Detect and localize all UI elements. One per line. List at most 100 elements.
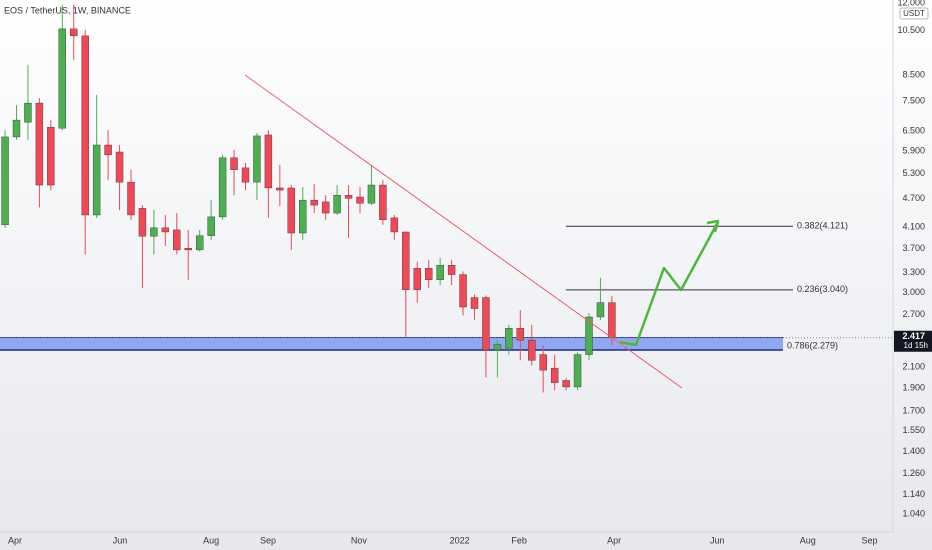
arrow-head: [706, 219, 720, 233]
y-tick-label: 1.260: [902, 468, 925, 478]
candle-body: [459, 274, 467, 308]
y-tick-label: 4.100: [902, 222, 925, 232]
x-tick-label: Sep: [862, 535, 878, 545]
candle-body: [470, 297, 479, 309]
candle-body: [539, 354, 547, 371]
candle-body: [1, 136, 9, 226]
candle-body: [92, 144, 101, 216]
candle-body: [207, 216, 215, 236]
candle-body: [115, 151, 124, 183]
y-tick-label: 1.140: [902, 489, 925, 499]
candle-body: [299, 199, 307, 234]
y-tick-label: 1.700: [902, 406, 925, 416]
y-tick-label: 6.500: [902, 125, 925, 135]
candle-body: [356, 196, 364, 204]
y-tick-label: 7.500: [902, 96, 925, 106]
candle-body: [24, 102, 32, 123]
y-tick-label: 8.500: [902, 69, 925, 79]
candle-body: [367, 184, 376, 204]
x-tick-label: Jun: [710, 535, 725, 545]
candle-body: [127, 181, 135, 216]
candle-body: [150, 227, 158, 237]
candle-body: [413, 268, 421, 291]
y-tick-label: 4.700: [902, 193, 925, 203]
candle-body: [230, 157, 238, 170]
candle-body: [321, 201, 330, 214]
trend-line: [244, 74, 683, 389]
candle-body: [333, 195, 341, 214]
support-zone: [0, 337, 783, 351]
candle-body: [276, 187, 284, 191]
candle-body: [447, 265, 456, 275]
x-tick-label: Apr: [607, 535, 621, 545]
currency-label: USDT: [903, 9, 925, 18]
x-tick-label: Sep: [260, 535, 276, 545]
candle-body: [344, 195, 353, 199]
y-tick-label: 2.700: [902, 309, 925, 319]
y-tick-label: 1.400: [902, 446, 925, 456]
fib-label: 0.786(2.279): [787, 340, 838, 350]
y-tick-label: 1.900: [902, 382, 925, 392]
candle-body: [47, 127, 55, 186]
y-tick-label: 3.300: [902, 267, 925, 277]
currency-box: [899, 7, 929, 20]
candle-body: [310, 199, 318, 206]
candle-body: [528, 339, 536, 361]
y-tick-label: 3.000: [902, 287, 925, 297]
candle-body: [436, 265, 444, 280]
candle-body: [402, 231, 410, 291]
candle-body: [596, 302, 605, 318]
candle-body: [241, 167, 250, 183]
candle-body: [493, 344, 502, 351]
fib-label: 0.236(3.040): [797, 284, 848, 294]
candle-body: [379, 184, 387, 221]
y-tick-label: 1.550: [902, 425, 925, 435]
candle-body: [573, 354, 582, 388]
y-tick-label: 5.300: [902, 168, 925, 178]
price-box: [894, 330, 932, 352]
candle-body: [608, 302, 616, 338]
candle-body: [195, 235, 204, 251]
candle-body: [287, 187, 295, 234]
last-price-label: 2.417: [902, 331, 925, 341]
y-tick-label: 3.700: [902, 243, 925, 253]
candle-body: [264, 134, 273, 189]
y-tick-label: 5.900: [902, 146, 925, 156]
plot-area: [0, 4, 793, 393]
candle-body: [138, 208, 147, 237]
x-tick-label: Feb: [511, 535, 527, 545]
chart-title: EOS / TetherUS, 1W, BINANCE: [4, 5, 131, 15]
fib-label: 0.382(4.121): [797, 221, 848, 231]
candle-body: [482, 297, 490, 351]
candle-body: [253, 135, 261, 183]
candle-body: [104, 144, 112, 156]
countdown-label: 1d 15h: [904, 341, 928, 350]
candle-body: [550, 367, 559, 383]
x-tick-label: Nov: [351, 535, 368, 545]
candle-body: [585, 316, 593, 355]
x-tick-label: Aug: [203, 535, 219, 545]
candle-body: [218, 157, 227, 218]
x-tick-label: Apr: [8, 535, 22, 545]
candle-body: [505, 328, 513, 349]
candle-body: [12, 119, 21, 138]
y-tick-label: 2.100: [902, 362, 925, 372]
x-tick-label: Aug: [800, 535, 816, 545]
candle-body: [161, 227, 170, 233]
candle-body: [70, 28, 78, 37]
y-tick-label: 1.040: [902, 508, 925, 518]
candle-body: [184, 248, 192, 251]
candle-body: [173, 229, 181, 251]
candle-body: [81, 35, 89, 216]
candle-body: [424, 268, 433, 280]
candle-body: [516, 328, 524, 341]
candle-body: [35, 102, 44, 186]
projection-arrow: [619, 221, 720, 347]
y-tick-label: 12.000: [897, 0, 925, 7]
x-tick-label: 2022: [450, 535, 470, 545]
candle-body: [562, 380, 570, 388]
candle-body: [390, 217, 399, 233]
candle-body: [58, 28, 66, 129]
y-tick-label: 10.500: [897, 25, 925, 35]
